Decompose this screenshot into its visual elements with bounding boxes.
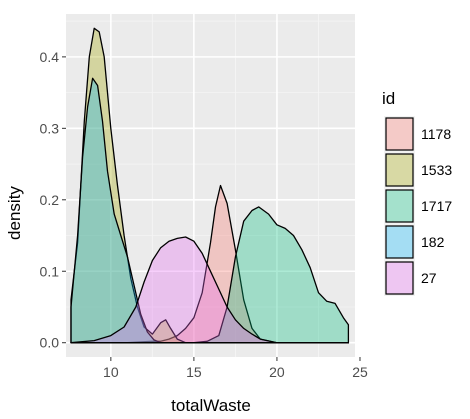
legend-swatch-1178 xyxy=(386,118,413,150)
x-tick-label: 15 xyxy=(186,364,202,380)
legend-swatch-1717 xyxy=(386,190,413,222)
y-axis-title: density xyxy=(5,186,24,240)
legend-label-1178: 1178 xyxy=(421,126,451,142)
legend-swatch-1533 xyxy=(386,154,413,186)
legend-swatch-27 xyxy=(386,262,413,294)
x-tick-label: 25 xyxy=(352,364,368,380)
x-axis-title: totalWaste xyxy=(171,396,251,415)
legend-label-27: 27 xyxy=(421,270,437,286)
x-tick-label: 20 xyxy=(269,364,285,380)
x-tick-label: 10 xyxy=(103,364,119,380)
legend-label-182: 182 xyxy=(421,234,445,250)
y-tick-label: 0.1 xyxy=(40,263,60,279)
y-tick-label: 0.2 xyxy=(40,192,60,208)
legend-label-1717: 1717 xyxy=(421,198,452,214)
y-tick-label: 0.0 xyxy=(40,335,60,351)
legend-swatch-182 xyxy=(386,226,413,258)
y-tick-label: 0.4 xyxy=(40,49,60,65)
legend: id 1178 1533 1717 182 27 xyxy=(382,89,452,296)
legend-title: id xyxy=(382,89,395,108)
legend-label-1533: 1533 xyxy=(421,162,452,178)
y-tick-label: 0.3 xyxy=(40,120,60,136)
